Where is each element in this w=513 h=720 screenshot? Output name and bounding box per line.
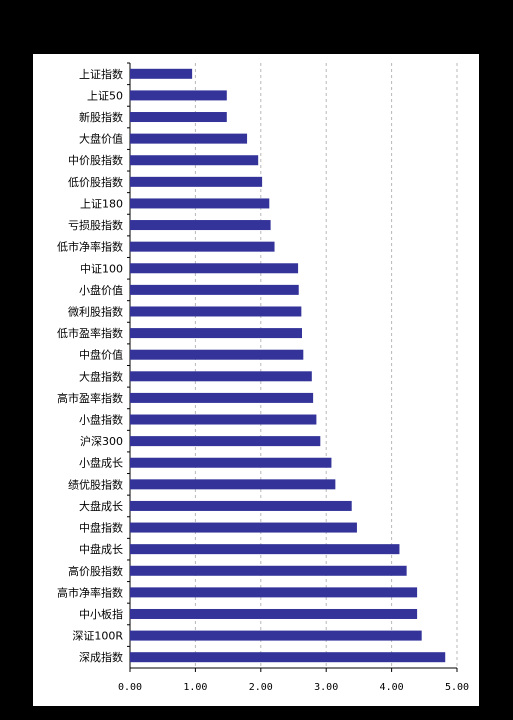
category-label: 绩优股指数 [68,477,123,491]
category-label: 中盘成长 [79,542,123,556]
bar [130,349,304,360]
bar [130,133,248,144]
category-label: 上证180 [80,197,123,210]
category-label: 高价股指数 [68,564,123,578]
category-label: 上证50 [87,89,123,102]
tick-layer: 0.00 1.00 2.00 3.00 4.00 5.00 [118,682,469,693]
bar [130,112,227,123]
bar [130,241,275,252]
bar [130,306,302,317]
grid-layer [194,63,458,668]
category-label: 低市净率指数 [57,240,123,254]
bar [130,414,317,425]
bar [130,436,321,447]
category-label: 大盘指数 [79,369,123,383]
category-label: 沪深300 [80,434,123,448]
category-label: 中小板指 [79,607,123,621]
bar [130,608,418,619]
bar [130,371,312,382]
category-label: 小盘指数 [79,413,123,427]
bar [130,220,271,231]
category-label: 高市盈率指数 [57,391,123,405]
x-tick-label: 5.00 [445,682,469,693]
bar [130,328,303,339]
bar-layer [130,68,446,663]
category-label: 高市净率指数 [57,585,123,599]
bar [130,392,314,403]
bar [130,155,259,166]
category-label: 亏损股指数 [68,218,123,232]
category-label: 低市盈率指数 [57,326,123,340]
chart-panel: 上证指数上证50 新股指数大盘价值中价股指数低价股指数上证180 亏损股指数低市净率… [33,54,479,706]
category-label: 中证100 [80,262,123,275]
x-tick-label: 2.00 [249,682,273,693]
category-label: 小盘成长 [79,456,123,470]
bar [130,263,299,274]
bar [130,652,446,663]
category-label: 新股指数 [79,110,123,124]
x-tick-label: 0.00 [118,682,142,693]
category-label: 深证100R [72,630,123,643]
category-label: 中价股指数 [68,153,123,167]
bar [130,630,422,641]
category-label: 中盘指数 [79,521,123,535]
axis-layer [127,62,458,672]
bar [130,457,332,468]
x-tick-label: 1.00 [183,682,207,693]
bar [130,544,400,555]
bar [130,500,352,511]
x-tick-label: 3.00 [314,682,338,693]
bar [130,90,227,101]
bar [130,565,407,576]
category-label: 上证指数 [79,67,123,81]
category-label: 深成指数 [79,650,123,664]
bar [130,176,263,187]
bar [130,68,193,79]
x-tick-label: 4.00 [380,682,404,693]
bar [130,522,357,533]
category-label: 中盘价值 [79,348,123,362]
bar [130,284,299,295]
bar [130,198,270,209]
category-label: 大盘价值 [79,132,123,146]
category-label: 小盘价值 [79,283,123,297]
category-label: 大盘成长 [79,499,123,513]
category-label: 微利股指数 [68,304,123,318]
category-label: 低价股指数 [68,175,123,189]
bar [130,587,418,598]
bar [130,479,336,490]
